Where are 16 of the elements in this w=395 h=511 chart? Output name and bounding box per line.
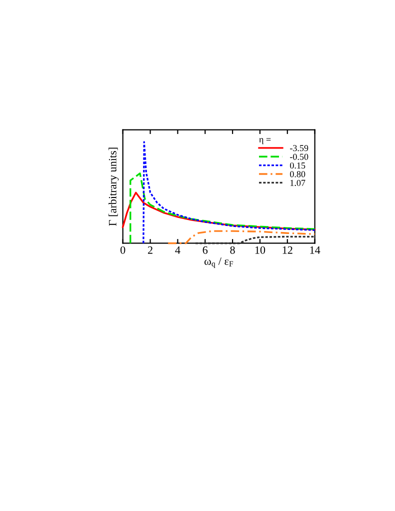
- x-axis-title: ω$_{q}$ / ε$_{F}$: [204, 257, 234, 268]
- x-tick-label: 14: [310, 246, 320, 254]
- x-tick-label: 6: [202, 246, 208, 254]
- x-tick-label: 2: [148, 246, 152, 254]
- legend-label: -0.50: [290, 154, 308, 160]
- legend-label: -3.59: [290, 145, 308, 152]
- legend-label: 0.80: [290, 171, 306, 178]
- legend-label: 0.15: [290, 162, 306, 169]
- x-tick-label: 8: [230, 246, 235, 254]
- y-axis-title: Γ [arbitrary units]: [108, 148, 119, 226]
- x-tick-label: 10: [255, 246, 266, 254]
- legend-label: 1.07: [290, 180, 306, 186]
- legend-title: η =: [259, 138, 271, 144]
- x-tick-label: 0: [120, 246, 126, 254]
- x-tick-label: 4: [175, 246, 180, 254]
- x-tick-label: 12: [282, 246, 292, 254]
